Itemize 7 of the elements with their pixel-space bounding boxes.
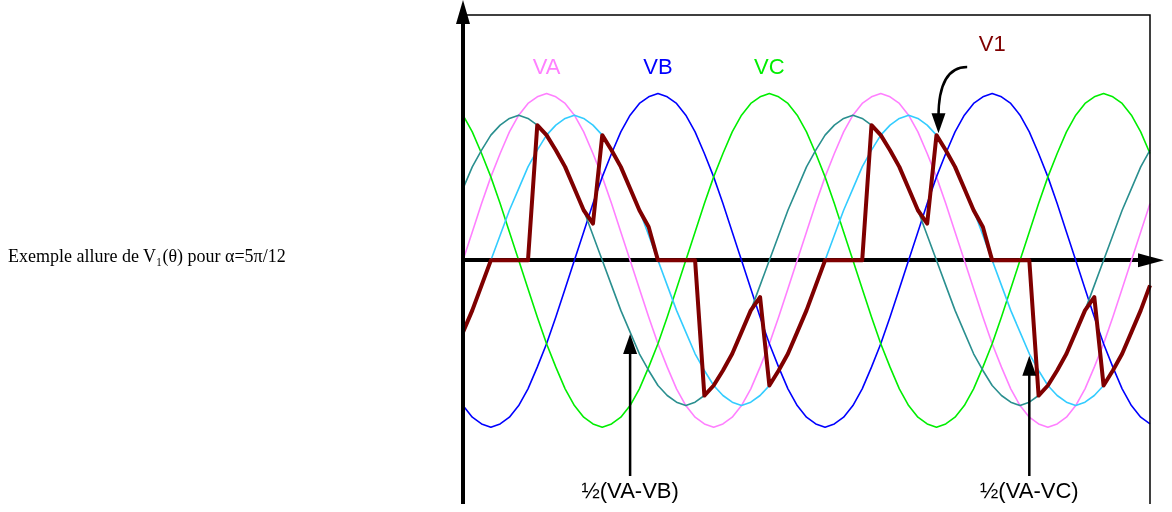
text: ½(VA-VB)	[581, 478, 679, 504]
series-label: VB	[643, 54, 673, 80]
series-label: VA	[532, 54, 561, 80]
series-label: VC	[754, 54, 785, 80]
text: Exemple allure de V₁(θ) pour α=5π/12	[8, 246, 287, 267]
text: V1	[978, 31, 1006, 57]
text: ½(VA-VC)	[980, 478, 1079, 504]
